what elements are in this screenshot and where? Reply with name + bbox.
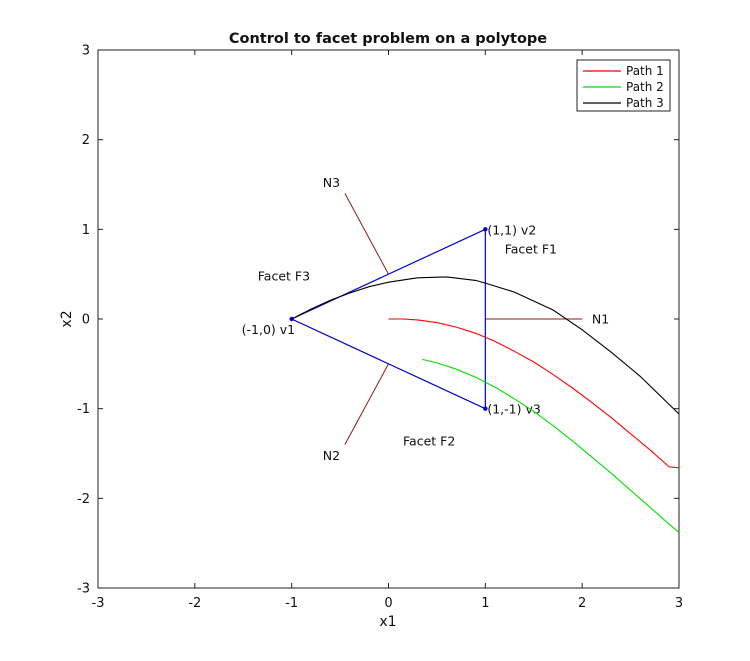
annotation-layer: Facet F1 Facet F2 Facet F3	[258, 242, 557, 449]
series-line-path-3	[291, 276, 680, 415]
normal-label-n1: N1	[592, 312, 609, 327]
y-tick-label: 1	[82, 223, 90, 238]
x-axis-label: x1	[379, 614, 396, 630]
vertex-marker-v1	[289, 316, 294, 322]
polytope-triangle	[290, 228, 486, 410]
facet-label-1: Facet F1	[505, 242, 557, 257]
series-line-path-1	[388, 318, 680, 469]
y-tick-label: -3	[77, 582, 90, 597]
x-tick-label: -2	[188, 596, 201, 611]
series-line-path-2	[422, 358, 680, 533]
x-tick-label: -1	[285, 596, 298, 611]
x-tick-label: 3	[675, 596, 683, 611]
y-tick-label: 3	[82, 44, 90, 59]
facet-label-2: Facet F2	[403, 433, 455, 448]
legend: Path 1 Path 2 Path 3	[576, 59, 671, 112]
chart-title: Control to facet problem on a polytope	[229, 31, 547, 47]
normal-label-n2: N2	[323, 448, 340, 463]
vertex-label-v1: (-1,0) v1	[242, 322, 295, 337]
y-tick-label: 2	[82, 133, 90, 148]
normal-line-n2	[344, 363, 389, 445]
vertex-marker-v2	[483, 227, 488, 232]
normal-line-n3	[344, 193, 389, 275]
series-layer	[291, 276, 680, 533]
vertex-label-v2: (1,1) v2	[487, 222, 536, 237]
y-tick-label: -2	[77, 492, 90, 507]
y-tick-label: 0	[82, 313, 90, 328]
legend-label-3: Path 3	[626, 96, 664, 110]
x-tick-label: 0	[384, 596, 392, 611]
facet-label-3: Facet F3	[258, 268, 310, 283]
x-tick-label: 1	[481, 596, 489, 611]
normal-label-n3: N3	[323, 175, 340, 190]
legend-label-2: Path 2	[626, 80, 664, 94]
x-tick-label: 2	[578, 596, 586, 611]
y-axis-label: x2	[59, 310, 75, 327]
vertex-marker-v3	[483, 406, 488, 411]
ticks-layer: -3 -2 -1 0 1 2 3 -3 -2 -1 0 1 2 3	[77, 44, 683, 612]
y-tick-label: -1	[77, 402, 90, 417]
polytope-layer: (-1,0) v1 (1,1) v2 (1,-1) v3	[242, 222, 541, 416]
vertex-label-v3: (1,-1) v3	[487, 402, 540, 417]
legend-label-1: Path 1	[626, 64, 664, 78]
x-tick-label: -3	[92, 596, 105, 611]
plot-area: -3 -2 -1 0 1 2 3 -3 -2 -1 0 1 2 3 N1 N2 N3 (-1,0) v1 (1,…	[77, 44, 683, 612]
normals-layer: N1 N2 N3	[323, 175, 609, 463]
